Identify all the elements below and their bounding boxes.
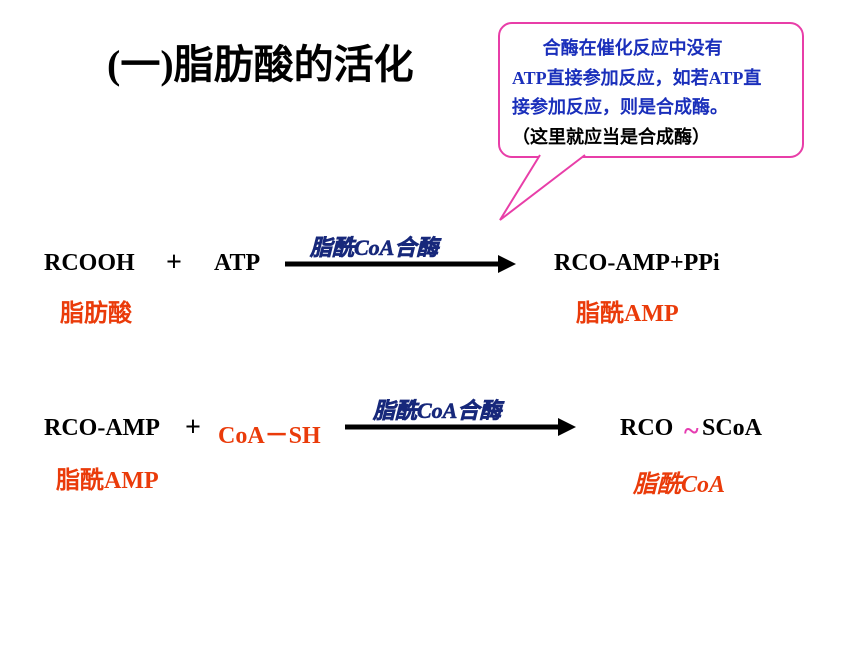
bubble-line-4: （这里就应当是合成酶） xyxy=(512,123,790,153)
r2-rhs-l: RCO xyxy=(620,415,673,442)
r1-arrow-head xyxy=(498,255,516,273)
page-title: (一)脂肪酸的活化 xyxy=(107,32,414,90)
r1-anno-right: 脂酰AMP xyxy=(576,293,679,328)
r1-anno-left: 脂肪酸 xyxy=(60,293,132,328)
bubble-line-3: 接参加反应，则是合成酶。 xyxy=(512,93,790,123)
r2-tilde: ~ xyxy=(684,416,699,448)
r2-plus: + xyxy=(185,412,201,444)
r1-enzyme-label: 脂酰CoA合酶 xyxy=(310,230,438,262)
r2-anno-right: 脂酰CoA xyxy=(633,464,725,499)
r1-plus: + xyxy=(166,247,182,279)
r2-rhs-r: SCoA xyxy=(702,415,762,442)
r2-arrow-head xyxy=(558,418,576,436)
r2-lhs1: RCO-AMP xyxy=(44,415,160,442)
r2-lhs2: CoA－SH xyxy=(218,415,321,450)
r1-lhs2: ATP xyxy=(214,250,260,277)
bubble-line-2: ATP直接参加反应，如若ATP直 xyxy=(512,64,790,94)
r2-enzyme-label: 脂酰CoA合酶 xyxy=(373,393,501,425)
note-bubble: 合酶在催化反应中没有 ATP直接参加反应，如若ATP直 接参加反应，则是合成酶。… xyxy=(498,22,804,158)
r1-lhs1: RCOOH xyxy=(44,250,135,277)
r1-rhs: RCO-AMP+PPi xyxy=(554,250,720,277)
bubble-line-1: 合酶在催化反应中没有 xyxy=(512,34,790,64)
bubble-tail-path xyxy=(500,155,585,220)
r2-anno-left: 脂酰AMP xyxy=(56,460,159,495)
